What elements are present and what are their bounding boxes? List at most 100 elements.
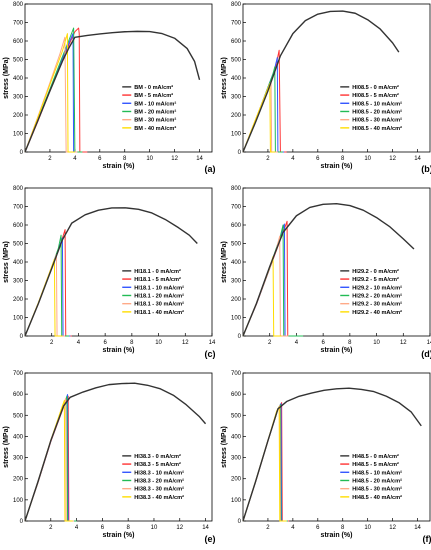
x-tick-label: 8 bbox=[341, 156, 345, 162]
y-tick-label: 300 bbox=[13, 456, 24, 462]
legend-entry: HI08.5 - 0 mA/cm² bbox=[352, 84, 399, 91]
x-tick-label: 8 bbox=[348, 340, 352, 346]
y-axis-title: stress (MPa) bbox=[221, 426, 228, 468]
x-tick-label: 10 bbox=[364, 156, 371, 162]
x-tick-label: 2 bbox=[48, 156, 52, 162]
y-tick-label: 200 bbox=[231, 113, 242, 119]
y-tick-label: 800 bbox=[231, 186, 242, 192]
x-tick-label: 2 bbox=[50, 340, 54, 346]
y-tick-label: 100 bbox=[231, 498, 242, 504]
y-tick-label: 300 bbox=[13, 95, 24, 101]
x-tick-label: 12 bbox=[389, 156, 396, 162]
y-tick-label: 700 bbox=[231, 371, 242, 377]
panel-label: (e) bbox=[205, 534, 216, 544]
legend-entry: BM - 5 mA/cm² bbox=[134, 92, 173, 99]
y-tick-label: 0 bbox=[20, 150, 24, 156]
y-tick-label: 500 bbox=[231, 242, 242, 248]
series-line-0 bbox=[242, 203, 415, 337]
legend-entry: HI08.5 - 20 mA/cm² bbox=[352, 108, 402, 115]
x-tick-label: 6 bbox=[321, 340, 325, 346]
y-tick-label: 200 bbox=[231, 297, 242, 303]
y-tick-label: 0 bbox=[238, 150, 242, 156]
y-tick-label: 500 bbox=[231, 58, 242, 64]
panel-f: 0 100 200 300 400 500 600 700 2 4 6 8 10 12 14 strain (… bbox=[221, 371, 431, 544]
y-tick-label: 600 bbox=[231, 392, 242, 398]
series-line-5 bbox=[242, 255, 282, 337]
y-tick-label: 700 bbox=[231, 205, 242, 211]
y-tick-label: 600 bbox=[231, 223, 242, 229]
x-tick-label: 10 bbox=[155, 340, 162, 346]
x-tick-label: 6 bbox=[101, 525, 105, 531]
plot-frame bbox=[242, 372, 431, 522]
y-tick-label: 100 bbox=[13, 132, 24, 138]
panel-label: (a) bbox=[205, 164, 216, 174]
series-line-5 bbox=[24, 33, 75, 153]
x-tick-label: 4 bbox=[75, 525, 79, 531]
y-tick-label: 600 bbox=[231, 39, 242, 45]
series-line-4 bbox=[24, 36, 78, 153]
legend-entry: BM - 40 mA/cm² bbox=[134, 125, 176, 132]
y-tick-label: 300 bbox=[231, 95, 242, 101]
series-line-0 bbox=[24, 382, 207, 522]
legend-entry: HI18.1 - 40 mA/cm² bbox=[134, 309, 184, 316]
legend-entry: HI08.5 - 10 mA/cm² bbox=[352, 100, 402, 107]
x-tick-label: 2 bbox=[266, 525, 270, 531]
y-tick-label: 400 bbox=[231, 76, 242, 82]
y-tick-label: 0 bbox=[20, 519, 24, 525]
y-tick-label: 0 bbox=[238, 519, 242, 525]
x-tick-label: 4 bbox=[291, 156, 295, 162]
legend-entry: HI08.5 - 5 mA/cm² bbox=[352, 92, 399, 99]
y-tick-label: 300 bbox=[231, 279, 242, 285]
x-tick-label: 2 bbox=[49, 525, 53, 531]
y-axis-title: stress (MPa) bbox=[3, 57, 10, 99]
y-tick-label: 100 bbox=[13, 316, 24, 322]
legend-entry: HI38.3 - 20 mA/cm² bbox=[134, 477, 184, 484]
y-tick-label: 200 bbox=[13, 113, 24, 119]
x-tick-label: 12 bbox=[182, 340, 189, 346]
y-tick-label: 0 bbox=[20, 334, 24, 340]
legend-entry: BM - 20 mA/cm² bbox=[134, 108, 176, 115]
y-tick-label: 400 bbox=[13, 76, 24, 82]
y-axis-title: stress (MPa) bbox=[3, 241, 10, 283]
legend-entry: HI08.5 - 40 mA/cm² bbox=[352, 125, 402, 132]
series-line-1 bbox=[242, 402, 290, 522]
x-tick-label: 14 bbox=[196, 156, 203, 162]
x-axis-title: strain (%) bbox=[321, 532, 353, 539]
x-tick-label: 10 bbox=[151, 525, 158, 531]
legend-entry: HI18.1 - 10 mA/cm² bbox=[134, 284, 184, 291]
legend-entry: HI48.5 - 0 mA/cm² bbox=[352, 453, 399, 460]
legend-entry: HI18.1 - 5 mA/cm² bbox=[134, 276, 181, 283]
x-tick-label: 4 bbox=[77, 340, 81, 346]
x-tick-label: 14 bbox=[202, 525, 209, 531]
y-tick-label: 300 bbox=[231, 456, 242, 462]
series-line-4 bbox=[24, 254, 66, 337]
y-tick-label: 600 bbox=[13, 223, 24, 229]
y-tick-label: 800 bbox=[13, 186, 24, 192]
legend-entry: HI18.1 - 20 mA/cm² bbox=[134, 292, 184, 299]
legend-entry: HI18.1 - 0 mA/cm² bbox=[134, 268, 181, 275]
y-tick-label: 700 bbox=[13, 371, 24, 377]
x-tick-label: 6 bbox=[98, 156, 102, 162]
x-tick-label: 14 bbox=[209, 340, 216, 346]
x-tick-label: 12 bbox=[176, 525, 183, 531]
y-tick-label: 100 bbox=[231, 316, 242, 322]
x-axis-title: strain (%) bbox=[321, 163, 353, 170]
y-tick-label: 500 bbox=[231, 413, 242, 419]
y-tick-label: 600 bbox=[13, 39, 24, 45]
legend-entry: HI38.3 - 10 mA/cm² bbox=[134, 469, 184, 476]
x-tick-label: 4 bbox=[295, 340, 299, 346]
series-line-0 bbox=[24, 207, 198, 337]
y-tick-label: 700 bbox=[231, 21, 242, 27]
legend-entry: HI29.2 - 0 mA/cm² bbox=[352, 268, 399, 275]
panel-label: (b) bbox=[421, 164, 431, 174]
series-line-0 bbox=[242, 387, 422, 522]
legend-entry: HI18.1 - 30 mA/cm² bbox=[134, 301, 184, 308]
x-tick-label: 14 bbox=[427, 340, 431, 346]
x-tick-label: 8 bbox=[123, 156, 127, 162]
series-line-2 bbox=[24, 33, 82, 153]
panel-b: 0 100 200 300 400 500 600 700 800 2 4 6 8 10 12 14 strai… bbox=[221, 2, 431, 174]
series-line-0 bbox=[242, 10, 400, 153]
legend-entry: HI48.5 - 20 mA/cm² bbox=[352, 477, 402, 484]
